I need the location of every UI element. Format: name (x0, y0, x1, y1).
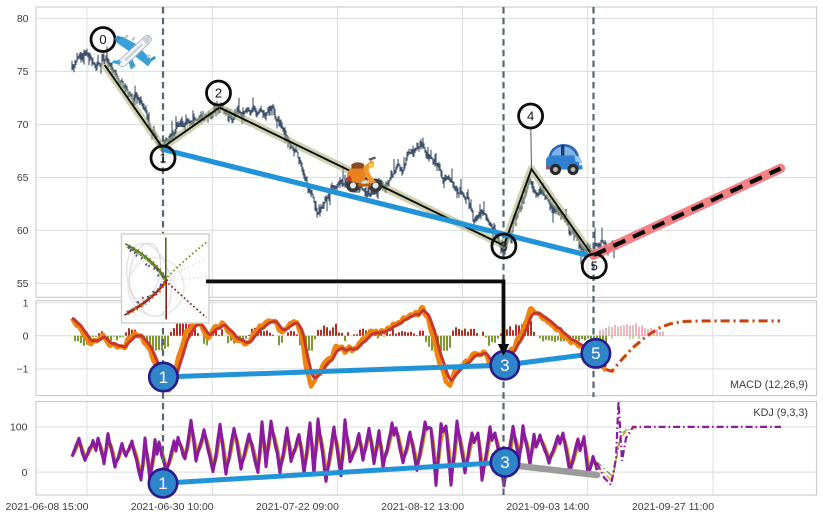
svg-text:55: 55 (17, 278, 29, 290)
svg-text:−1: −1 (17, 364, 29, 376)
svg-text:2021-08-12 13:00: 2021-08-12 13:00 (381, 501, 464, 513)
svg-text:60: 60 (17, 225, 29, 237)
svg-text:2021-06-30 10:00: 2021-06-30 10:00 (131, 501, 214, 513)
svg-text:0: 0 (99, 32, 106, 47)
svg-text:3: 3 (500, 239, 507, 254)
svg-text:1: 1 (159, 368, 168, 387)
svg-text:3: 3 (500, 453, 509, 472)
svg-text:80: 80 (17, 13, 29, 25)
svg-text:70: 70 (17, 119, 29, 131)
svg-text:5: 5 (591, 259, 598, 274)
svg-text:1: 1 (158, 474, 167, 493)
svg-text:1: 1 (23, 297, 29, 309)
svg-text:1: 1 (159, 151, 166, 166)
svg-text:5: 5 (591, 344, 600, 363)
svg-text:65: 65 (17, 172, 29, 184)
svg-text:2021-09-27 11:00: 2021-09-27 11:00 (632, 501, 714, 513)
svg-text:100: 100 (10, 422, 28, 434)
svg-text:KDJ (9,3,3): KDJ (9,3,3) (753, 407, 808, 419)
svg-text:4: 4 (527, 109, 534, 124)
svg-text:MACD (12,26,9): MACD (12,26,9) (730, 379, 808, 391)
svg-text:2021-09-03 14:00: 2021-09-03 14:00 (506, 501, 589, 513)
svg-text:3: 3 (500, 356, 509, 375)
svg-text:2021-07-22 09:00: 2021-07-22 09:00 (256, 501, 339, 513)
svg-text:75: 75 (17, 66, 29, 78)
svg-text:0: 0 (22, 467, 28, 479)
svg-text:2021-06-08 15:00: 2021-06-08 15:00 (6, 501, 89, 513)
svg-text:0: 0 (23, 331, 29, 343)
svg-text:2: 2 (215, 86, 222, 101)
